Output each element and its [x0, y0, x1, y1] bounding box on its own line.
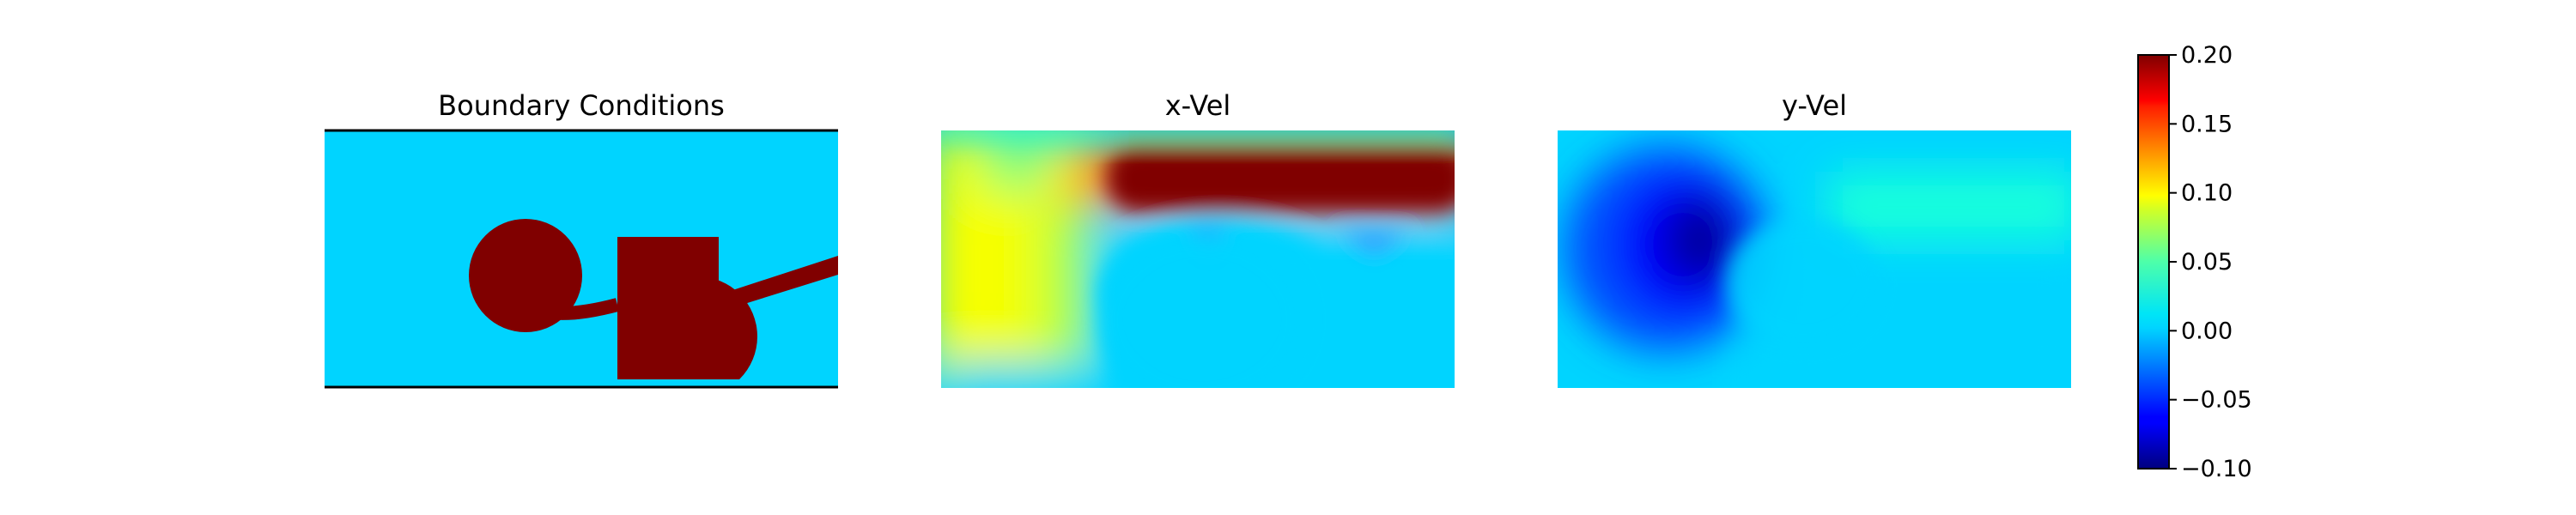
xvel-panel [941, 130, 1455, 388]
boundary-panel [325, 130, 838, 388]
colorbar-tick-label: 0.05 [2181, 249, 2233, 276]
colorbar-gradient [2138, 55, 2169, 469]
yvel-upper-right-band [1829, 172, 2071, 240]
obstacle-beam [717, 256, 838, 312]
xvel-dips [1185, 230, 1408, 258]
colorbar-tick-label: 0.15 [2181, 111, 2233, 137]
obstacle-square [617, 237, 719, 380]
yvel-panel [1558, 130, 2071, 388]
panel-title-boundary: Boundary Conditions [438, 89, 725, 122]
fluid-region [325, 130, 838, 388]
colorbar-tick-label: 0.20 [2181, 42, 2233, 69]
panel-title-xvel: x-Vel [1165, 89, 1231, 122]
panel-title-yvel: y-Vel [1782, 89, 1847, 122]
colorbar-tick-label: −0.10 [2181, 456, 2252, 482]
obstacle-circle [469, 219, 582, 332]
obstacle-arm [548, 298, 620, 320]
colorbar: 0.20 0.15 0.10 0.05 0.00 −0.05 −0.10 [2137, 42, 2252, 482]
colorbar-tick-label: −0.05 [2181, 387, 2252, 414]
bottom-wall-band [325, 379, 838, 388]
xvel-jet-core [1108, 146, 1455, 211]
colorbar-tick-label: 0.10 [2181, 180, 2233, 207]
colorbar-tick-label: 0.00 [2181, 318, 2233, 344]
